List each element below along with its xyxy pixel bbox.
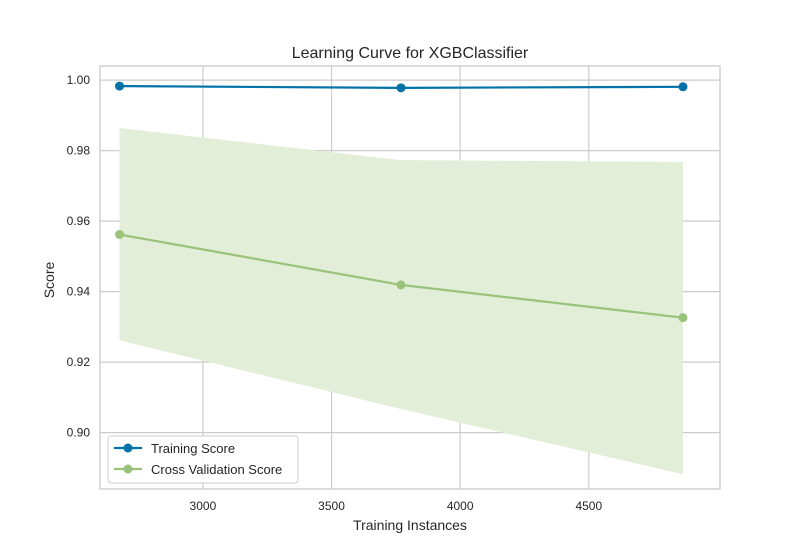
confidence-bands (119, 128, 683, 475)
chart-title: Learning Curve for XGBClassifier (292, 45, 529, 62)
x-tick-label: 4500 (575, 499, 602, 513)
y-tick-label: 0.90 (67, 426, 91, 440)
y-tick-label: 0.94 (67, 285, 91, 299)
series-1 (115, 229, 688, 323)
y-tick-label: 0.98 (67, 144, 91, 158)
legend-swatch-marker (123, 443, 133, 453)
data-point (396, 280, 406, 290)
y-axis-ticks: 0.90 0.92 0.94 0.96 0.98 1.00 (67, 73, 91, 440)
y-axis-label: Score (41, 262, 57, 299)
x-axis-ticks: 3000 3500 4000 4500 (190, 499, 603, 513)
y-tick-label: 1.00 (67, 73, 91, 87)
legend-entry: Cross Validation Score (114, 462, 282, 477)
legend-box (107, 435, 299, 484)
legend-entry: Training Score (114, 441, 235, 456)
x-tick-label: 4000 (447, 499, 474, 513)
x-tick-label: 3500 (318, 499, 345, 513)
plot-frame (99, 65, 721, 490)
data-point (678, 313, 688, 323)
legend-label: Training Score (151, 441, 235, 456)
legend-label: Cross Validation Score (151, 462, 282, 477)
x-axis-label: Training Instances (353, 517, 467, 533)
data-point (396, 83, 406, 93)
legend-swatch-marker (123, 464, 133, 474)
legend: Training Score Cross Validation Score (107, 435, 299, 484)
x-tick-label: 3000 (190, 499, 217, 513)
data-point (678, 82, 688, 92)
y-tick-label: 0.92 (67, 355, 91, 369)
confidence-band-1 (119, 128, 683, 475)
series-0 (115, 81, 688, 93)
data-point (115, 229, 125, 239)
series-lines (115, 81, 688, 323)
y-tick-label: 0.96 (67, 214, 91, 228)
data-point (115, 81, 125, 91)
